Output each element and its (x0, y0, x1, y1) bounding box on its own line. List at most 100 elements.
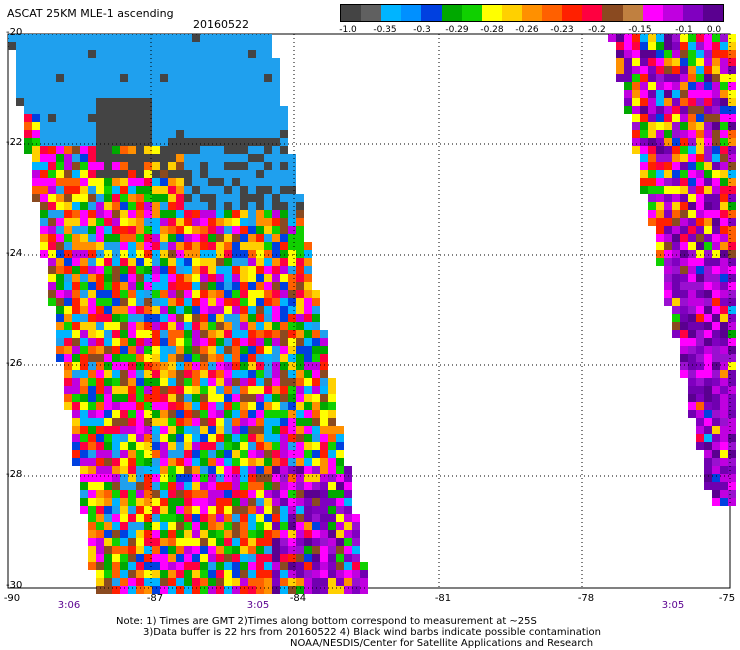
swath-cell (104, 154, 112, 162)
swath-cell (184, 410, 192, 418)
swath-cell (120, 442, 128, 450)
swath-cell (232, 402, 240, 410)
swath-cell (696, 346, 704, 354)
swath-cell (56, 178, 64, 186)
swath-cell (136, 98, 144, 106)
lat-label: -26 (6, 358, 23, 369)
swath-cell (280, 554, 288, 562)
swath-cell (152, 282, 160, 290)
swath-cell (232, 170, 240, 178)
swath-cell (128, 226, 136, 234)
swath-cell (296, 570, 304, 578)
swath-cell (192, 74, 200, 82)
swath-cell (120, 202, 128, 210)
swath-cell (232, 50, 240, 58)
swath-cell (72, 346, 80, 354)
swath-cell (216, 266, 224, 274)
swath-cell (104, 98, 112, 106)
swath-cell (96, 74, 104, 82)
swath-cell (96, 586, 104, 594)
swath-cell (136, 242, 144, 250)
swath-cell (152, 346, 160, 354)
swath-cell (272, 570, 280, 578)
swath-cell (264, 258, 272, 266)
swath-cell (688, 258, 696, 266)
swath-cell (680, 154, 688, 162)
swath-cell (112, 370, 120, 378)
swath-cell (272, 346, 280, 354)
swath-cell (120, 114, 128, 122)
swath-cell (216, 450, 224, 458)
swath-cell (176, 282, 184, 290)
swath-cell (272, 410, 280, 418)
swath-cell (88, 82, 96, 90)
swath-cell (320, 514, 328, 522)
swath-cell (664, 178, 672, 186)
swath-cell (40, 130, 48, 138)
swath-cell (200, 426, 208, 434)
swath-cell (224, 370, 232, 378)
swath-cell (304, 346, 312, 354)
swath-cell (240, 34, 248, 42)
swath-cell (240, 458, 248, 466)
swath-cell (216, 210, 224, 218)
swath-cell (296, 234, 304, 242)
swath-cell (712, 458, 720, 466)
swath-cell (168, 226, 176, 234)
swath-cell (200, 74, 208, 82)
swath-cell (696, 34, 704, 42)
swath-cell (96, 434, 104, 442)
swath-cell (672, 266, 680, 274)
swath-cell (112, 130, 120, 138)
swath-cell (296, 458, 304, 466)
swath-cell (712, 498, 720, 506)
swath-cell (264, 418, 272, 426)
swath-cell (128, 250, 136, 258)
swath-cell (688, 402, 696, 410)
swath-cell (344, 570, 352, 578)
swath-cell (152, 314, 160, 322)
swath-cell (176, 498, 184, 506)
swath-cell (728, 474, 736, 482)
swath-cell (312, 362, 320, 370)
swath-cell (88, 466, 96, 474)
swath-cell (696, 122, 704, 130)
swath-cell (688, 314, 696, 322)
swath-cell (688, 74, 696, 82)
swath-cell (264, 178, 272, 186)
swath-cell (56, 290, 64, 298)
swath-cell (680, 234, 688, 242)
swath-cell (128, 362, 136, 370)
swath-cell (200, 210, 208, 218)
swath-cell (696, 354, 704, 362)
swath-cell (128, 442, 136, 450)
swath-cell (288, 554, 296, 562)
swath-cell (712, 434, 720, 442)
swath-cell (264, 546, 272, 554)
lat-label: -28 (6, 469, 23, 480)
color-scale-tick: -0.29 (445, 25, 469, 35)
swath-cell (248, 474, 256, 482)
swath-cell (200, 354, 208, 362)
swath-cell (240, 386, 248, 394)
swath-cell (264, 210, 272, 218)
swath-cell (256, 74, 264, 82)
swath-cell (632, 106, 640, 114)
swath-cell (152, 434, 160, 442)
swath-cell (656, 194, 664, 202)
swath-cell (312, 498, 320, 506)
swath-cell (104, 338, 112, 346)
swath-cell (264, 378, 272, 386)
swath-cell (208, 218, 216, 226)
swath-cell (280, 402, 288, 410)
swath-cell (64, 154, 72, 162)
swath-cell (216, 66, 224, 74)
swath-cell (80, 322, 88, 330)
swath-cell (272, 154, 280, 162)
swath-cell (672, 322, 680, 330)
swath-cell (192, 554, 200, 562)
swath-cell (336, 554, 344, 562)
swath-cell (280, 354, 288, 362)
swath-cell (152, 114, 160, 122)
swath-cell (312, 298, 320, 306)
